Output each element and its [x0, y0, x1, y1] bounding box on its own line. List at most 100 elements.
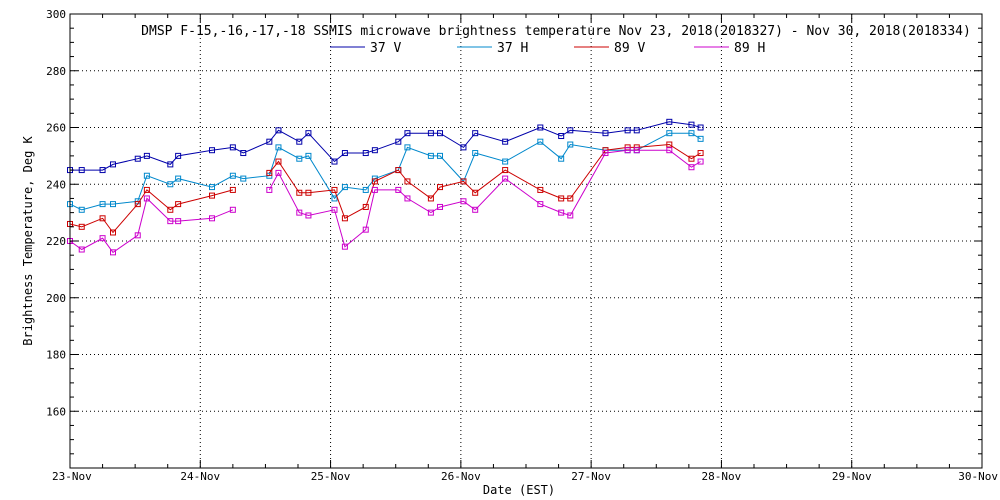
data-point-marker [460, 178, 467, 185]
data-point-marker [296, 189, 303, 196]
data-point-marker [99, 201, 106, 208]
data-point-marker [305, 189, 312, 196]
data-point-marker [134, 155, 141, 162]
data-point-marker [395, 138, 402, 145]
data-point-marker [502, 138, 509, 145]
data-point-marker [567, 212, 574, 219]
series-89-h [67, 147, 704, 256]
data-point-marker [697, 150, 704, 157]
data-point-marker [697, 135, 704, 142]
data-point-marker [666, 118, 673, 125]
data-point-marker [558, 155, 565, 162]
series-line [69, 132, 701, 211]
data-point-marker [558, 209, 565, 216]
data-point-marker [502, 175, 509, 182]
data-point-marker [296, 138, 303, 145]
data-point-marker [209, 147, 216, 154]
data-point-marker [404, 130, 411, 137]
data-point-marker [209, 215, 216, 222]
data-point-marker [341, 184, 348, 191]
x-tick-label: 23-Nov [52, 470, 92, 483]
data-point-marker [602, 130, 609, 137]
data-point-marker [175, 218, 182, 225]
data-point-marker [266, 169, 273, 176]
data-point-marker [472, 189, 479, 196]
y-tick-label: 220 [46, 235, 66, 248]
x-tick-label: 29-Nov [832, 470, 872, 483]
data-point-marker [427, 152, 434, 159]
data-point-marker [688, 164, 695, 171]
data-point-marker [688, 155, 695, 162]
data-point-marker [275, 127, 282, 134]
data-point-marker [167, 218, 174, 225]
data-point-marker [143, 172, 150, 179]
data-point-marker [229, 144, 236, 151]
data-point-marker [427, 130, 434, 137]
x-tick-label: 28-Nov [702, 470, 742, 483]
series-line [69, 189, 234, 234]
data-point-marker [666, 147, 673, 154]
y-tick-label: 280 [46, 65, 66, 78]
data-point-marker [78, 206, 85, 213]
data-point-marker [404, 178, 411, 185]
series-line [268, 149, 701, 248]
data-point-marker [240, 150, 247, 157]
data-point-marker [305, 152, 312, 159]
legend-label: 89 V [614, 41, 645, 56]
data-point-marker [134, 201, 141, 208]
x-tick-label: 24-Nov [180, 470, 220, 483]
data-point-marker [427, 195, 434, 202]
x-tick-label: 27-Nov [571, 470, 611, 483]
data-point-marker [175, 175, 182, 182]
data-point-marker [240, 175, 247, 182]
data-point-marker [134, 232, 141, 239]
data-point-marker [362, 203, 369, 210]
data-point-marker [296, 155, 303, 162]
series-37-v [67, 118, 704, 174]
data-point-marker [666, 130, 673, 137]
x-axis-title: Date (EST) [483, 483, 555, 497]
data-point-marker [266, 138, 273, 145]
data-point-marker [371, 186, 378, 193]
data-point-marker [78, 246, 85, 253]
data-point-marker [567, 195, 574, 202]
data-point-marker [502, 167, 509, 174]
data-point-marker [404, 144, 411, 151]
data-point-marker [99, 167, 106, 174]
data-point-marker [331, 195, 338, 202]
data-point-marker [537, 186, 544, 193]
data-point-marker [502, 158, 509, 165]
data-point-marker [633, 127, 640, 134]
data-point-marker [624, 147, 631, 154]
y-tick-label: 180 [46, 349, 66, 362]
data-point-marker [143, 186, 150, 193]
data-point-marker [229, 172, 236, 179]
x-tick-label: 26-Nov [441, 470, 481, 483]
legend: 37 V 37 H 89 V 89 H [330, 41, 765, 56]
data-point-marker [109, 161, 116, 168]
data-point-marker [537, 138, 544, 145]
series-line [70, 121, 701, 171]
grid-lines [70, 14, 982, 468]
axis-ticks: 160 180 200 220 240 260 280 300 23-Nov 24-Nov 25-N… [46, 8, 998, 483]
data-point-marker [688, 130, 695, 137]
data-point-marker [275, 158, 282, 165]
data-point-marker [567, 141, 574, 148]
data-point-marker [167, 206, 174, 213]
data-point-marker [275, 169, 282, 176]
legend-label: 89 H [734, 41, 765, 56]
data-point-marker [602, 150, 609, 157]
data-point-marker [437, 152, 444, 159]
data-point-marker [460, 198, 467, 205]
data-point-marker [341, 243, 348, 250]
chart-title: DMSP F-15,-16,-17,-18 SSMIS microwave br… [141, 24, 971, 39]
data-point-marker [78, 167, 85, 174]
data-point-marker [558, 195, 565, 202]
data-point-marker [305, 212, 312, 219]
data-point-marker [266, 186, 273, 193]
data-point-marker [624, 127, 631, 134]
data-point-marker [697, 158, 704, 165]
data-point-marker [537, 124, 544, 131]
data-point-marker [558, 133, 565, 140]
data-point-marker [229, 186, 236, 193]
